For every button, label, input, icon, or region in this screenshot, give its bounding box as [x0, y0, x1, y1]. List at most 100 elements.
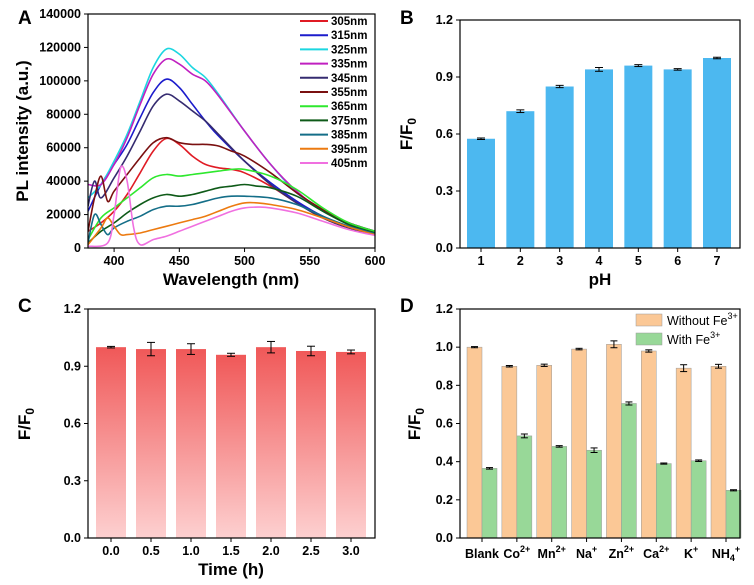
panel-a-frame — [87, 13, 376, 249]
panel-d-bar-Ca2+-without — [641, 350, 657, 539]
panel-d-xtick-label: K+ — [684, 544, 698, 561]
panel-b-ytick-label: 0.6 — [436, 127, 453, 141]
panel-c-bar-0.0 — [96, 347, 126, 538]
panel-a-legend-label-385nm: 385nm — [331, 130, 367, 142]
panel-a-legend-label-305nm: 305nm — [331, 16, 367, 28]
panel-a-line-315nm — [88, 78, 375, 234]
panel-a-legend-label-355nm: 355nm — [331, 87, 367, 99]
panel-d-xtick-label-base: Na — [576, 547, 593, 561]
panel-d-legend-label-base: Without Fe — [667, 314, 727, 328]
panel-d-bar-Mn2+-with — [551, 446, 567, 539]
panel-b-ytick-label: 0.3 — [436, 184, 453, 198]
panel-c-bars — [96, 340, 366, 538]
panel-c-ylabel-sub: 0 — [23, 408, 37, 415]
panel-a-legend-label-405nm: 405nm — [331, 158, 367, 170]
panel-d-bar-Ca2+-with — [656, 463, 672, 539]
panel-d-bar-NH4+-with — [725, 490, 742, 539]
panel-c-xlabel: Time (h) — [198, 560, 264, 579]
panel-d-bar-Zn2+-without — [606, 344, 622, 539]
panel-a-line-385nm — [88, 195, 375, 244]
panel-a-legend-label-345nm: 345nm — [331, 73, 367, 85]
panel-a-xtick-label: 600 — [365, 254, 386, 268]
panel-d-legend-label-0: Without Fe3+ — [667, 311, 738, 328]
panel-c-letter: C — [18, 296, 32, 317]
panel-a-xtick-label: 450 — [169, 254, 190, 268]
panel-a-line-345nm — [88, 93, 375, 236]
panel-b-bar-1 — [467, 138, 495, 248]
panel-a-line-405nm — [88, 165, 375, 248]
panel-c-bar-0.5 — [136, 349, 166, 538]
panel-d-xtick-label-base: NH — [712, 547, 730, 561]
panel-a-chart: 400 450 500 550 600 0 20000 40000 60000 80000 1000… — [13, 7, 385, 289]
panel-d-legend-swatch-1 — [635, 332, 663, 346]
panel-d-ytick-label: 0.0 — [436, 531, 453, 545]
panel-b-ticks: 1 2 3 4 5 6 7 0.0 0.3 0.6 0.9 1.2 — [436, 13, 721, 268]
panel-c-xtick-label: 0.5 — [142, 544, 159, 558]
panel-d-xtick-label-sup: + — [592, 544, 597, 554]
panel-d-legend-label-1: With Fe3+ — [667, 330, 720, 347]
panel-c-xtick-label: 0.0 — [102, 544, 119, 558]
panel-a-legend: 305nm 315nm 325nm 335nm 345nm 355nm 365nm 375nm… — [300, 16, 367, 170]
panel-a-series-group — [88, 47, 375, 248]
panel-c-ytick-label: 0.0 — [64, 531, 81, 545]
panel-d-xtick-label: Zn2+ — [609, 544, 635, 561]
panel-a-legend-label-325nm: 325nm — [331, 44, 367, 56]
panel-d-ytick-label: 0.2 — [436, 493, 453, 507]
panel-a-line-375nm — [88, 183, 375, 244]
panel-a-line-325nm — [88, 47, 375, 233]
panel-d-letter: D — [400, 296, 414, 317]
panel-a-ylabel: PL intensity (a.u.) — [13, 60, 32, 201]
panel-d-legend-label-sup: 3+ — [710, 330, 720, 340]
panel-b-ylabel-sub: 0 — [405, 118, 419, 125]
panel-d-bar-Blank-without — [466, 346, 483, 539]
panel-d-xtick-label-sub: 4 — [730, 553, 735, 563]
panel-b-ytick-label: 0.9 — [436, 70, 453, 84]
panel-c-bar-1.5 — [216, 354, 246, 538]
panel-b-xtick-label: 6 — [674, 254, 681, 268]
panel-a-legend-label-395nm: 395nm — [331, 144, 367, 156]
panel-b-xtick-label: 3 — [556, 254, 563, 268]
panel-d-bar-NH4+-without — [710, 366, 727, 539]
panel-a-xtick-label: 550 — [299, 254, 320, 268]
panel-d-legend: Without Fe3+With Fe3+ — [635, 311, 738, 347]
panel-d-ticks: Blank Co2+ Mn2+ Na+ Zn2+ Ca2+ K+ NH4+0.00.20.40… — [436, 302, 741, 563]
panel-a-legend-label-375nm: 375nm — [331, 115, 367, 127]
panel-b-bar-3 — [545, 86, 574, 248]
panel-d-ytick-label: 0.6 — [436, 417, 453, 431]
panel-b-xtick-label: 5 — [635, 254, 642, 268]
panel-a-legend-label-335nm: 335nm — [331, 59, 367, 71]
panel-a-ytick-label: 140000 — [39, 7, 81, 21]
panel-d-xtick-label-base: Blank — [465, 547, 499, 561]
panel-b-ylabel: F/F0 — [397, 118, 419, 151]
panel-d-xtick-label-sup: 2+ — [624, 544, 634, 554]
panel-c-ytick-label: 0.6 — [64, 417, 81, 431]
panel-d-xtick-label: Ca2+ — [643, 544, 669, 561]
panel-b-chart: 1 2 3 4 5 6 7 0.0 0.3 0.6 0.9 1.2 pH F/F0 — [397, 13, 741, 289]
panel-d-ylabel-base: F/F — [405, 415, 424, 441]
panel-d-bar-K+-without — [675, 367, 692, 539]
panel-b-ytick-label: 0.0 — [436, 241, 453, 255]
panel-b-xlabel: pH — [589, 270, 612, 289]
panel-d-bar-Co2+-with — [516, 435, 533, 539]
panel-d-bar-K+-with — [690, 460, 707, 539]
panel-d-ytick-label: 0.8 — [436, 378, 453, 392]
panel-a-ticks: 400 450 500 550 600 0 20000 40000 60000 80000 1000… — [39, 7, 385, 268]
panel-b-bar-7 — [703, 58, 731, 248]
panel-d-bar-Mn2+-without — [536, 365, 552, 539]
panel-c-ylabel: F/F0 — [15, 408, 37, 441]
panel-d-xtick-label: Mn2+ — [538, 544, 566, 561]
panel-d-ytick-label: 0.4 — [436, 455, 453, 469]
panel-d-legend-label-base: With Fe — [667, 333, 710, 347]
panel-d-xtick-label-sup: 2+ — [556, 544, 566, 554]
panel-c-bar-3.0 — [336, 351, 366, 538]
panel-c-xtick-label: 2.5 — [302, 544, 319, 558]
panel-a-xlabel: Wavelength (nm) — [163, 270, 299, 289]
panel-b-bars — [467, 56, 731, 249]
panel-a-xtick-label: 500 — [234, 254, 255, 268]
panel-a-ytick-label: 20000 — [46, 208, 81, 222]
panel-c-chart: 0.0 0.5 1.0 1.5 2.0 2.5 3.0 0.0 0.3 0.6 0.9 1.2 Tim… — [15, 302, 376, 579]
panel-a-legend-label-365nm: 365nm — [331, 101, 367, 113]
panel-a-line-365nm — [88, 168, 375, 241]
panel-c-xtick-label: 1.5 — [222, 544, 239, 558]
panel-c-bar-2.0 — [256, 347, 286, 538]
